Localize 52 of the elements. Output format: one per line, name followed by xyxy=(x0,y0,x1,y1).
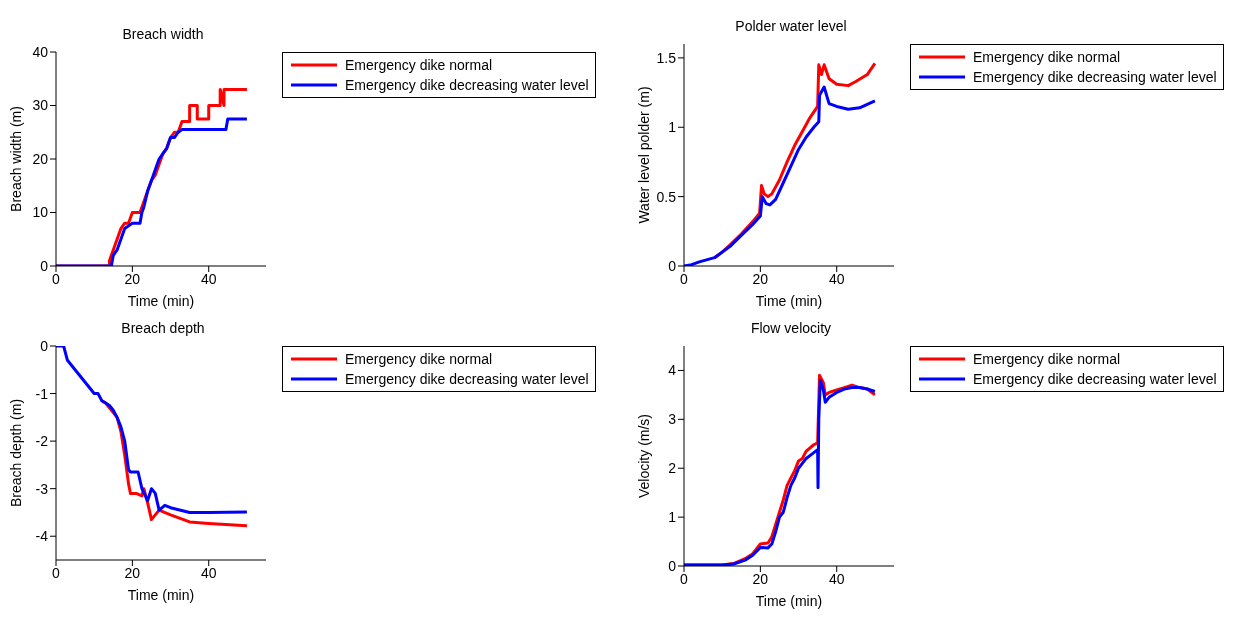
x-axis-title: Time (min) xyxy=(755,593,823,609)
x-tick-label: 40 xyxy=(200,270,217,287)
x-tick-label: 0 xyxy=(52,270,61,287)
x-tick-label: 40 xyxy=(828,270,845,287)
legend-label: Emergency dike normal xyxy=(345,351,493,367)
x-axis-title: Time (min) xyxy=(755,293,823,309)
y-tick-label: 10 xyxy=(32,204,49,221)
legend-label: Emergency dike decreasing water level xyxy=(973,69,1217,85)
y-tick-label: 0 xyxy=(40,257,49,274)
y-tick-label: 4 xyxy=(668,362,677,379)
legend-label: Emergency dike normal xyxy=(973,49,1121,65)
y-tick-label: -4 xyxy=(35,528,49,545)
y-tick-label: 30 xyxy=(32,97,49,114)
y-tick-label: 0.5 xyxy=(656,188,677,205)
x-tick-label: 0 xyxy=(680,270,689,287)
x-tick-label: 0 xyxy=(52,564,61,581)
y-tick-label: 20 xyxy=(32,150,49,167)
y-tick-label: 1.5 xyxy=(656,49,677,66)
chart-title: Polder water level xyxy=(734,18,848,34)
x-tick-label: 20 xyxy=(124,270,141,287)
y-axis-title: Velocity (m/s) xyxy=(635,413,652,499)
legend-label: Emergency dike normal xyxy=(345,57,493,73)
legend-label: Emergency dike normal xyxy=(973,351,1121,367)
y-tick-label: 40 xyxy=(32,43,49,60)
y-tick-label: 3 xyxy=(668,411,677,428)
x-tick-label: 40 xyxy=(200,564,217,581)
chart-title: Breach width xyxy=(121,26,205,42)
x-tick-label: 20 xyxy=(124,564,141,581)
line-series xyxy=(684,85,877,266)
y-axis-title: Breach depth (m) xyxy=(7,398,24,508)
x-tick-label: 20 xyxy=(752,270,769,287)
y-tick-label: 1 xyxy=(668,509,677,526)
y-tick-label: 2 xyxy=(668,460,677,477)
line-series xyxy=(56,346,249,514)
y-tick-label: 0 xyxy=(668,257,677,274)
y-tick-label: -3 xyxy=(35,480,49,497)
y-axis-title: Breach width (m) xyxy=(7,106,24,212)
x-tick-label: 20 xyxy=(752,570,769,587)
legend-label: Emergency dike decreasing water level xyxy=(345,77,589,93)
x-axis-title: Time (min) xyxy=(127,587,195,603)
x-tick-label: 0 xyxy=(680,570,689,587)
y-tick-label: -2 xyxy=(35,433,49,450)
x-axis-title: Time (min) xyxy=(127,293,195,309)
chart-title: Breach depth xyxy=(120,320,206,336)
y-axis-title: Water level polder (m) xyxy=(635,86,652,224)
y-tick-label: 1 xyxy=(668,119,677,136)
legend-label: Emergency dike decreasing water level xyxy=(973,371,1217,387)
y-tick-label: 0 xyxy=(40,337,49,354)
y-tick-label: -1 xyxy=(35,385,49,402)
chart-title: Flow velocity xyxy=(749,320,833,336)
x-tick-label: 40 xyxy=(828,570,845,587)
legend-label: Emergency dike decreasing water level xyxy=(345,371,589,387)
